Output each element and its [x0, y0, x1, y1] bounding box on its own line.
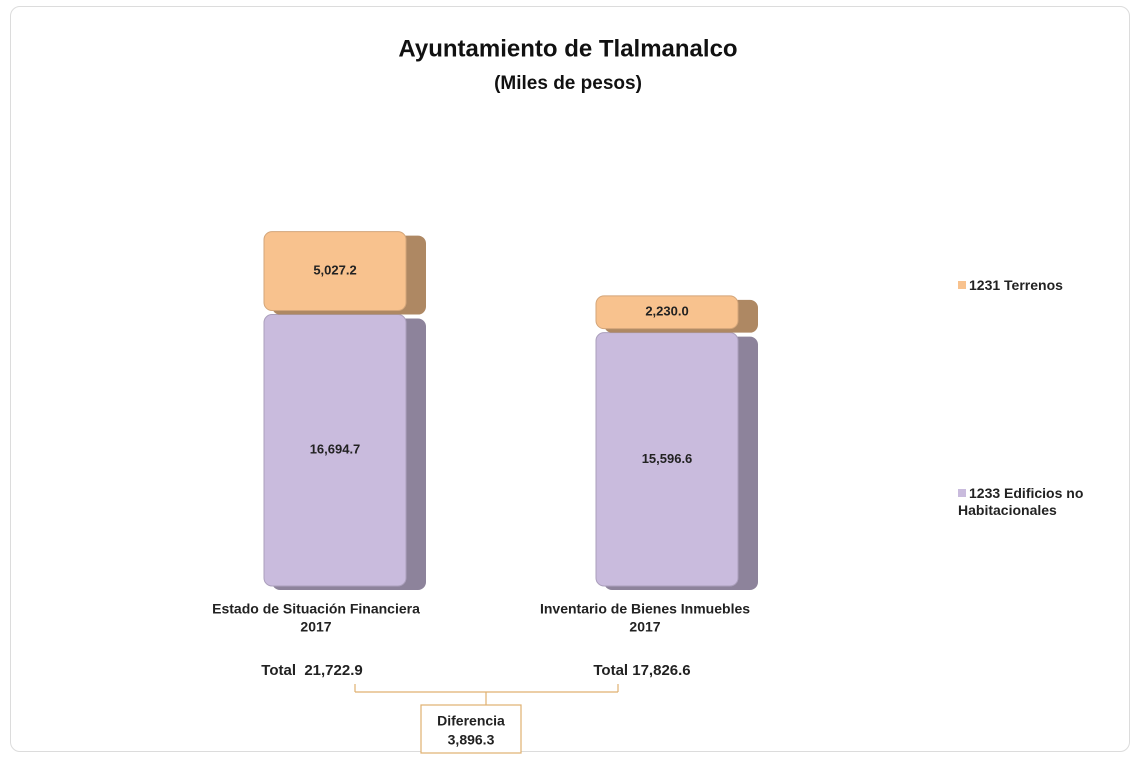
total-label: Total 21,722.9	[261, 662, 362, 679]
x-tick-label: 2017	[629, 619, 660, 635]
value-label: 15,596.6	[642, 451, 693, 466]
x-tick-label: 2017	[300, 619, 331, 635]
x-tick-label: Inventario de Bienes Inmuebles	[540, 601, 750, 617]
x-tick-label: Estado de Situación Financiera	[212, 601, 420, 617]
difference-value: 3,896.3	[448, 732, 495, 748]
total-label: Total 17,826.6	[593, 662, 690, 679]
chart-subtitle: (Miles de pesos)	[494, 73, 642, 94]
legend-swatch	[958, 281, 966, 289]
card	[10, 6, 1130, 752]
difference-box	[420, 704, 522, 754]
legend-label: 1231 Terrenos	[969, 277, 1063, 293]
legend-swatch	[958, 489, 966, 497]
bar	[263, 231, 407, 312]
legend-item: 1233 Edificios no Habitacionales	[958, 485, 1108, 519]
bar	[595, 295, 739, 330]
chart-title: Ayuntamiento de Tlalmanalco	[398, 35, 737, 62]
legend-item: 1231 Terrenos	[958, 277, 1108, 294]
value-label: 5,027.2	[313, 263, 356, 278]
difference-label: Diferencia	[437, 713, 505, 729]
value-label: 16,694.7	[310, 442, 361, 457]
legend-label: 1233 Edificios no Habitacionales	[958, 485, 1084, 518]
value-label: 2,230.0	[645, 304, 688, 319]
